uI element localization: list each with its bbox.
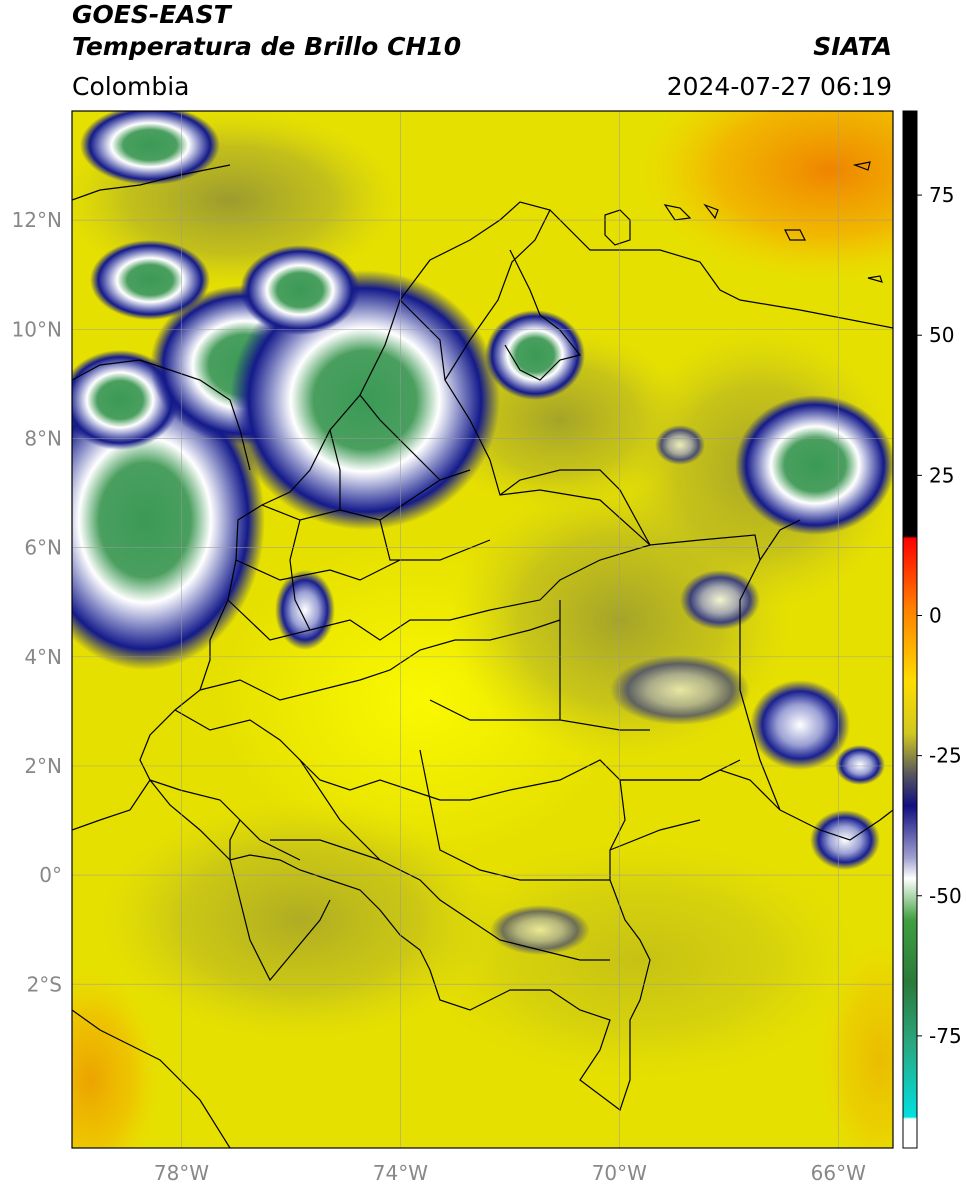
colorbar-frame [902,110,918,1149]
lon-tick-label: 66°W [811,1161,866,1185]
map-gridlines [72,111,893,1148]
map-title-satellite: GOES-EAST [72,0,231,29]
colorbar-tick-label: -25 [929,744,962,768]
map-frame [71,110,894,1149]
lat-tick-label: 2°S [27,972,62,996]
lon-tick-label: 74°W [373,1161,428,1185]
colorbar-tick-label: 75 [929,183,954,207]
lon-tick-label: 78°W [154,1161,209,1185]
brightness-temperature-field [72,111,893,1148]
map-title-product: Temperatura de Brillo CH10 [72,32,462,61]
colorbar [903,111,917,1148]
colorbar-tick-label: 0 [929,603,942,627]
datetime-label: 2024-07-27 06:19 [666,72,892,101]
colorbar-tick-label: 50 [929,323,954,347]
colorbar-ticks: 75 50 25 0 -25 -50 -75 [917,183,962,1048]
colorbar-tick-label: 25 [929,463,954,487]
latitude-axis: 12°N 10°N 8°N 6°N 4°N 2°N 0° 2°S [12,208,62,996]
map-region-label: Colombia [72,72,190,101]
longitude-axis: 78°W 74°W 70°W 66°W [154,1161,866,1185]
lat-tick-label: 2°N [24,754,62,778]
lat-tick-label: 12°N [12,208,62,232]
colorbar-tick-label: -75 [929,1024,962,1048]
lat-tick-label: 8°N [24,426,62,450]
lat-tick-label: 6°N [24,536,62,560]
organization-label: SIATA [813,32,892,61]
lat-tick-label: 10°N [12,317,62,341]
lat-tick-label: 4°N [24,645,62,669]
lon-tick-label: 70°W [592,1161,647,1185]
lat-tick-label: 0° [39,863,62,887]
colorbar-tick-label: -50 [929,884,962,908]
